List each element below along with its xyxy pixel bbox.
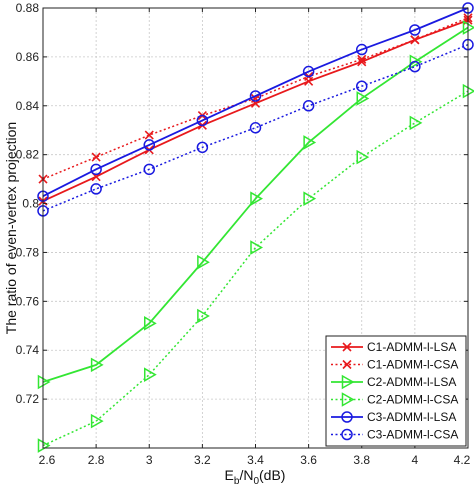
data-point	[90, 183, 102, 195]
legend-marker-stroke	[342, 342, 352, 352]
y-tick-label: 0.82	[16, 148, 40, 162]
data-point	[250, 240, 264, 255]
data-point	[91, 152, 101, 162]
y-tick-label: 0.8	[22, 197, 39, 211]
data-point	[197, 308, 210, 324]
data-point	[356, 149, 370, 165]
data-point	[144, 367, 157, 382]
x-label-sub1: b	[234, 476, 240, 487]
x-tick-label: 3.8	[353, 453, 370, 467]
data-point	[462, 83, 474, 99]
y-tick-label: 0.78	[16, 245, 40, 259]
legend-marker	[341, 411, 353, 423]
grid-lines	[43, 7, 468, 448]
data-point	[409, 24, 421, 36]
data-point	[197, 254, 210, 270]
legend-label: C2-ADMM-l-CSA	[367, 393, 458, 407]
data-point	[90, 413, 104, 429]
data-point-stroke	[91, 152, 101, 162]
legend-marker	[342, 359, 352, 370]
legend-marker	[341, 428, 353, 441]
legend: C1-ADMM-l-LSA C1-ADMM-l-CSA C2-ADMM-l-LSA C…	[325, 335, 467, 447]
axis-ticks: 2.6 2.8 3 3.2 3.4 3.6 3.8 4 4.2 0.72 0.74 0.76 0.78 0…	[16, 1, 471, 467]
x-tick-label: 2.6	[39, 453, 56, 467]
legend-label: C1-ADMM-l-LSA	[367, 340, 456, 354]
data-point	[409, 54, 423, 70]
legend-item: C2-ADMM-l-CSA	[331, 392, 458, 407]
x-tick-label: 3.4	[247, 453, 264, 467]
data-point	[90, 163, 102, 176]
data-point	[250, 93, 261, 104]
series-C2-ADMM-l-LSA	[37, 20, 474, 390]
y-tick-label: 0.88	[16, 1, 40, 15]
legend-label: C3-ADMM-l-LSA	[367, 410, 456, 424]
legend-label: C1-ADMM-l-CSA	[367, 358, 458, 372]
y-tick-label: 0.74	[16, 343, 40, 357]
y-axis-label: The ratio of even-vertex projection	[3, 122, 19, 334]
legend-item: C1-ADMM-l-CSA	[331, 358, 458, 372]
legend-item: C2-ADMM-l-LSA	[331, 374, 456, 390]
data-point	[462, 20, 474, 35]
data-point-stroke	[410, 35, 420, 45]
data-point	[302, 65, 315, 78]
data-point	[249, 90, 262, 102]
x-label-sub2: 0	[253, 476, 259, 487]
data-point-stroke	[144, 130, 154, 140]
data-point	[357, 54, 367, 64]
data-point	[143, 163, 155, 176]
data-point	[37, 438, 51, 453]
x-label-tail: (dB)	[259, 467, 285, 483]
series-line	[42, 90, 469, 447]
series-line	[42, 26, 469, 383]
legend-box	[325, 335, 467, 447]
series-C2-ADMM-l-CSA	[37, 83, 474, 453]
x-label-main: E	[225, 467, 234, 483]
y-tick-label: 0.72	[16, 392, 40, 406]
y-tick-label: 0.76	[16, 294, 40, 308]
legend-item: C1-ADMM-l-LSA	[331, 340, 456, 354]
data-point	[409, 60, 421, 73]
data-point-stroke	[357, 54, 367, 64]
x-axis-label: Eb/N0(dB)	[225, 467, 286, 487]
data-point	[409, 115, 423, 131]
y-tick-label: 0.84	[16, 99, 40, 113]
data-point	[356, 91, 370, 106]
data-point	[302, 100, 315, 112]
data-point	[90, 357, 104, 373]
legend-marker	[341, 374, 355, 390]
data-point	[37, 374, 51, 390]
data-point	[196, 114, 209, 127]
x-tick-label: 2.8	[88, 453, 105, 467]
legend-marker-stroke	[342, 359, 352, 370]
data-point	[356, 80, 368, 92]
data-point	[249, 122, 262, 134]
data-point	[143, 139, 155, 151]
series-C3-ADMM-l-LSA	[37, 2, 474, 202]
data-point	[144, 130, 154, 140]
x-tick-label: 3	[146, 453, 153, 467]
x-tick-label: 3.2	[194, 453, 211, 467]
data-point	[303, 135, 317, 150]
x-label-mid: /N	[239, 467, 253, 483]
legend-marker	[341, 392, 355, 407]
data-point	[196, 141, 209, 154]
y-tick-label: 0.86	[16, 50, 40, 64]
data-point	[303, 191, 317, 206]
data-point	[410, 35, 420, 45]
x-tick-label: 4.2	[454, 453, 471, 467]
data-point	[250, 191, 264, 206]
data-point	[356, 43, 368, 56]
series-line	[42, 7, 469, 198]
legend-label: C3-ADMM-l-CSA	[367, 428, 458, 442]
legend-item: C3-ADMM-l-CSA	[331, 428, 458, 442]
x-tick-label: 3.6	[300, 453, 317, 467]
legend-item: C3-ADMM-l-LSA	[331, 410, 456, 424]
data-point-stroke	[250, 93, 261, 104]
legend-marker	[342, 342, 352, 352]
data-point	[144, 316, 157, 331]
x-tick-label: 4	[412, 453, 419, 467]
series-line	[42, 17, 469, 180]
legend-label: C2-ADMM-l-LSA	[367, 375, 456, 389]
